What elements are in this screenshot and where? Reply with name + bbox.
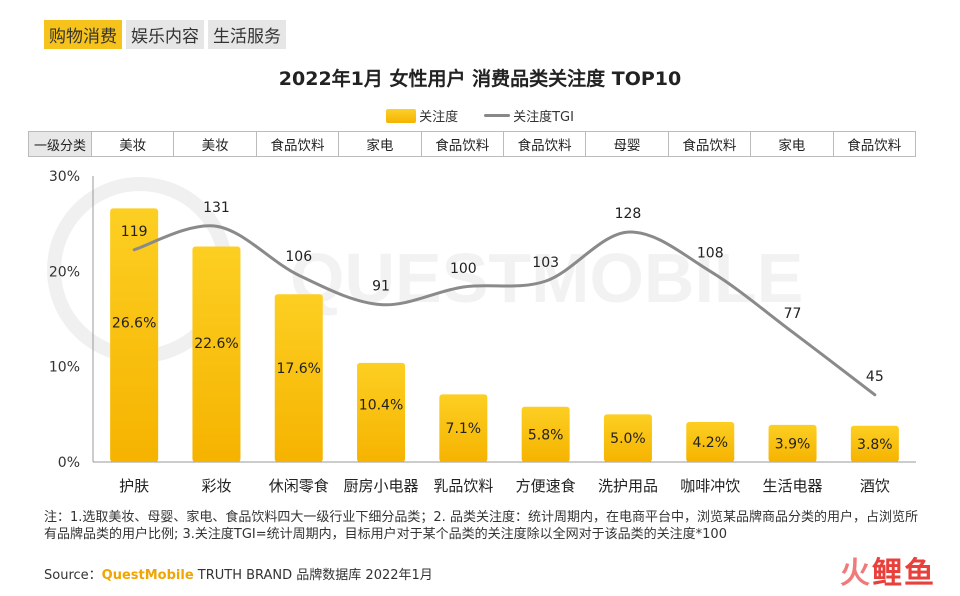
bar-value-label: 3.9% xyxy=(775,436,811,452)
tgi-value-label: 77 xyxy=(784,306,802,322)
bar xyxy=(768,424,817,462)
bar xyxy=(192,246,241,462)
bar-value-label: 10.4% xyxy=(359,397,403,413)
tgi-value-label: 106 xyxy=(285,249,312,265)
y-tick-label: 0% xyxy=(58,455,80,471)
legend-item-bar: 关注度 xyxy=(386,106,458,125)
chart-legend: 关注度 关注度TGI xyxy=(0,106,960,125)
tab-bar: 购物消费 娱乐内容 生活服务 xyxy=(44,20,286,49)
tgi-value-label: 128 xyxy=(615,206,642,222)
source-line: Source：QuestMobile TRUTH BRAND 品牌数据库 202… xyxy=(44,564,433,583)
tgi-value-label: 100 xyxy=(450,261,477,277)
source-suffix: TRUTH BRAND 品牌数据库 2022年1月 xyxy=(193,568,433,583)
bar xyxy=(521,406,570,462)
tgi-value-label: 45 xyxy=(866,369,884,385)
category-row: 一级分类 美妆 美妆 食品饮料 家电 食品饮料 食品饮料 母婴 食品饮料 家电 … xyxy=(28,131,917,157)
bar xyxy=(357,362,406,462)
logo-part2: 鲤鱼 xyxy=(872,556,936,591)
bar-value-label: 4.2% xyxy=(692,435,728,451)
chart-title: 2022年1月 女性用户 消费品类关注度 TOP10 xyxy=(278,68,682,90)
legend-line-swatch xyxy=(484,114,511,117)
category-cell: 食品饮料 xyxy=(832,131,917,157)
category-cell: 家电 xyxy=(338,131,422,157)
x-tick-label: 咖啡冲饮 xyxy=(680,477,740,495)
bar-value-label: 26.6% xyxy=(112,316,156,332)
bar-value-label: 7.1% xyxy=(446,421,482,437)
bar-value-label: 3.8% xyxy=(857,437,893,453)
category-cell: 美妆 xyxy=(173,131,257,157)
bar xyxy=(603,414,652,462)
legend-bar-swatch xyxy=(386,108,417,123)
x-tick-label: 彩妆 xyxy=(201,477,231,495)
source-prefix: Source： xyxy=(44,568,102,583)
tab-life-services[interactable]: 生活服务 xyxy=(208,20,286,49)
logo-part1: 火 xyxy=(840,556,872,591)
x-tick-label: 护肤 xyxy=(119,477,149,495)
x-tick-label: 方便速食 xyxy=(516,477,576,495)
y-tick-label: 20% xyxy=(49,264,80,280)
category-cell: 食品饮料 xyxy=(502,131,587,157)
category-cell: 母婴 xyxy=(585,131,669,157)
legend-item-line: 关注度TGI xyxy=(484,106,574,125)
tgi-line xyxy=(132,224,877,397)
category-table: 一级分类 美妆 美妆 食品饮料 家电 食品饮料 食品饮料 母婴 食品饮料 家电 … xyxy=(28,131,917,157)
x-tick-label: 酒饮 xyxy=(860,477,890,495)
tab-shopping[interactable]: 购物消费 xyxy=(44,20,122,49)
bar-value-label: 17.6% xyxy=(277,361,321,377)
tgi-value-label: 119 xyxy=(121,224,148,240)
category-cell: 家电 xyxy=(750,131,834,157)
y-tick-label: 30% xyxy=(49,169,80,185)
watermark-text: QUESTMOBILE xyxy=(290,239,803,317)
bar xyxy=(110,208,159,462)
x-tick-label: 厨房小电器 xyxy=(344,477,419,495)
x-tick-label: 休闲零食 xyxy=(269,477,329,495)
brand-logo: 火鲤鱼 xyxy=(840,548,936,592)
source-brand: QuestMobile xyxy=(101,568,194,583)
bar xyxy=(850,425,899,462)
category-cell: 食品饮料 xyxy=(420,131,504,157)
bar xyxy=(274,294,323,462)
category-cell: 食品饮料 xyxy=(255,131,340,157)
x-tick-label: 生活电器 xyxy=(763,477,823,495)
y-tick-label: 10% xyxy=(49,360,80,376)
tgi-value-label: 131 xyxy=(203,200,230,216)
bar-value-label: 22.6% xyxy=(194,336,238,352)
legend-bar-label: 关注度 xyxy=(419,110,459,125)
tab-entertainment[interactable]: 娱乐内容 xyxy=(126,20,204,49)
x-tick-label: 乳品饮料 xyxy=(433,477,493,495)
footnote: 注：1.选取美妆、母婴、家电、食品饮料四大一级行业下细分品类；2. 品类关注度：… xyxy=(44,510,918,542)
legend-line-label: 关注度TGI xyxy=(513,110,574,125)
bar xyxy=(686,421,735,462)
bar-value-label: 5.8% xyxy=(528,427,564,443)
tgi-value-label: 91 xyxy=(372,279,390,295)
tgi-value-label: 103 xyxy=(532,255,559,271)
bar-value-label: 5.0% xyxy=(610,431,646,447)
watermark: QUESTMOBILE xyxy=(47,177,803,363)
tgi-value-label: 108 xyxy=(697,245,724,261)
bar xyxy=(439,394,488,462)
x-tick-label: 洗护用品 xyxy=(598,477,658,495)
